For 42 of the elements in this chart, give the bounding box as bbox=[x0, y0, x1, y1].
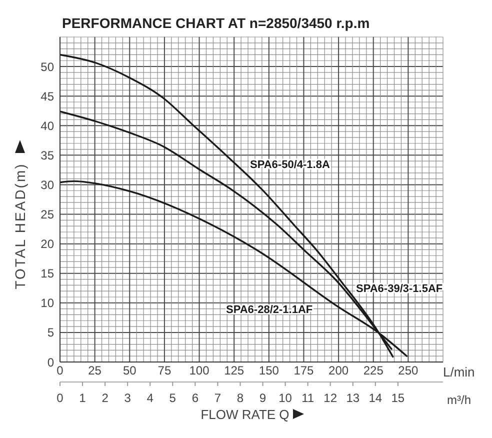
y-tick-label: 20 bbox=[40, 237, 54, 252]
x2-tick-label: 5 bbox=[169, 391, 176, 405]
x-tick-label: 50 bbox=[122, 364, 137, 378]
x-tick-label: 200 bbox=[328, 364, 349, 378]
x2-tick-label: 6 bbox=[192, 391, 199, 405]
x2-tick-label: 7 bbox=[214, 391, 222, 405]
y-tick-label: 25 bbox=[40, 208, 54, 222]
x2-tick-label: 2 bbox=[102, 391, 109, 405]
y-tick-label: 35 bbox=[40, 148, 54, 162]
x-tick-label: 100 bbox=[189, 364, 210, 378]
x2-tick-label: 4 bbox=[146, 391, 154, 405]
chart-title: PERFORMANCE CHART AT n=2850/3450 r.p.m bbox=[62, 15, 370, 31]
x-axis-title: L/min bbox=[443, 364, 475, 380]
y-tick-label: 40 bbox=[40, 118, 54, 133]
y-tick-label: 50 bbox=[40, 60, 54, 74]
x2-axis-title: m³/h bbox=[447, 393, 471, 407]
x2-tick-label: 3 bbox=[124, 391, 132, 405]
x2-tick-label: 13 bbox=[346, 391, 360, 405]
x2-tick-label: 9 bbox=[259, 391, 266, 405]
x-tick-label: 225 bbox=[363, 364, 384, 378]
x-tick-label: 250 bbox=[398, 364, 419, 378]
x-tick-label: 175 bbox=[294, 364, 314, 378]
y-tick-label: 15 bbox=[40, 266, 54, 281]
y-axis-title: TOTAL HEAD(m) bbox=[12, 162, 28, 290]
x2-tick-label: 10 bbox=[278, 391, 292, 405]
y-tick-label: 30 bbox=[40, 178, 54, 192]
x2-tick-label: 11 bbox=[302, 391, 314, 405]
x-tick-label: 75 bbox=[158, 364, 172, 378]
x2-tick-label: 8 bbox=[236, 391, 244, 405]
x2-tick-label: 0 bbox=[56, 391, 64, 405]
x-tick-label: 0 bbox=[56, 364, 64, 378]
y-tick-label: 45 bbox=[40, 89, 54, 104]
x-tick-label: 25 bbox=[88, 364, 102, 378]
x2-tick-label: 14 bbox=[368, 391, 382, 405]
x2-tick-label: 1 bbox=[79, 391, 86, 405]
x2-tick-label: 15 bbox=[391, 391, 405, 405]
x2-tick-label: 12 bbox=[324, 391, 338, 405]
x-tick-label: 150 bbox=[258, 364, 280, 378]
y-tick-label: 10 bbox=[40, 296, 54, 310]
x-tick-label: 125 bbox=[224, 364, 244, 378]
y-tick-label: 5 bbox=[47, 326, 54, 340]
text: FLOW RATE Q bbox=[200, 406, 290, 422]
